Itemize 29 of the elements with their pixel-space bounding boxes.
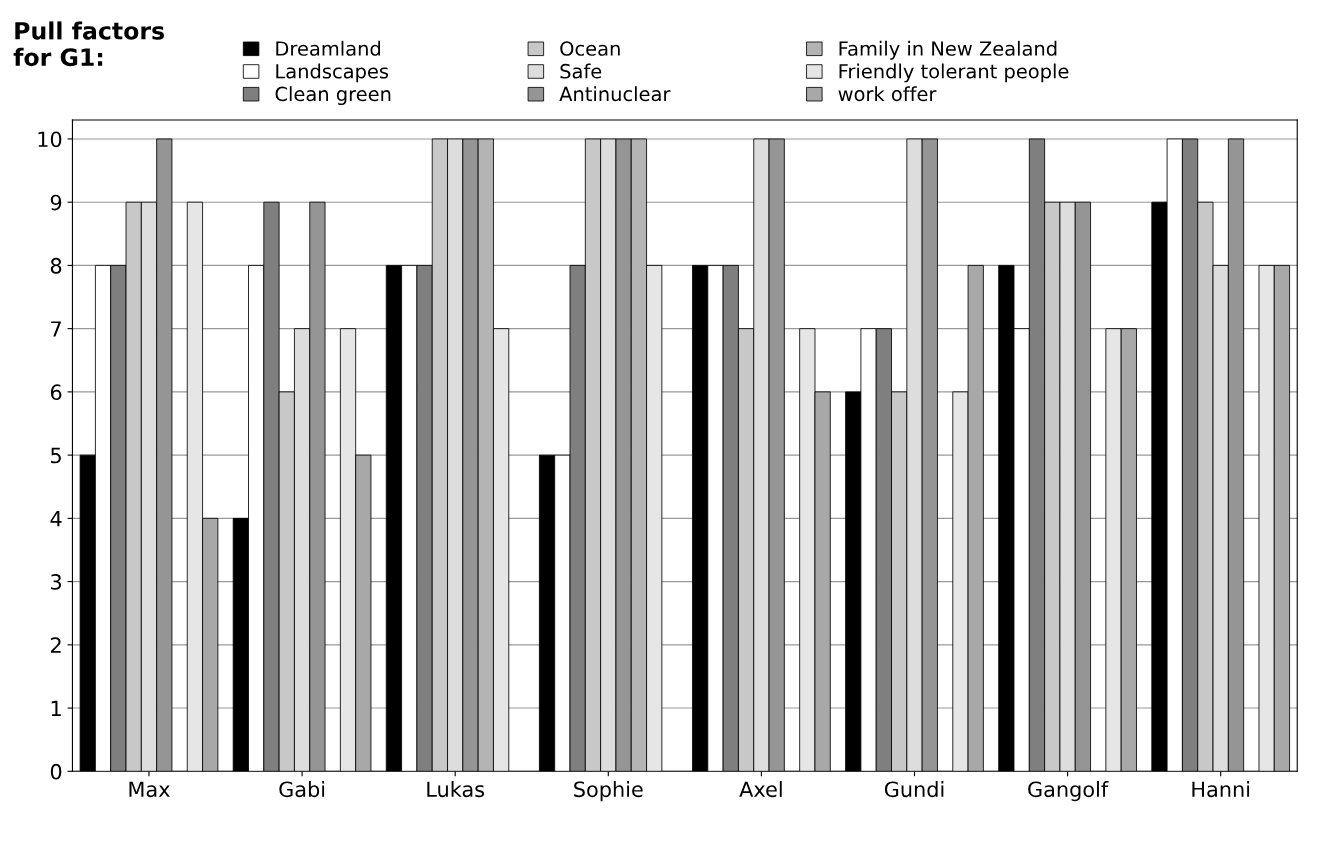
- y-tick-label: 6: [50, 384, 62, 401]
- x-tick-label: Axel: [739, 781, 782, 798]
- x-tick-label: Lukas: [427, 781, 485, 798]
- legend-label: work offer: [838, 86, 937, 102]
- legend-label: Landscapes: [276, 63, 389, 83]
- y-tick-label: 10: [38, 131, 62, 148]
- y-tick-label: 7: [51, 321, 61, 337]
- legend-label: Antinuclear: [559, 86, 671, 102]
- chart-title: Pull factors for G1:: [13, 21, 164, 67]
- legend-label: Family in New Zealand: [839, 40, 1057, 60]
- x-tick-label: Gundi: [884, 781, 944, 798]
- y-tick-label: 8: [50, 257, 62, 274]
- x-tick-label: Sophie: [574, 781, 643, 802]
- legend-label: Safe: [560, 63, 602, 79]
- legend-label: Ocean: [560, 41, 620, 56]
- y-tick-label: 1: [51, 700, 61, 716]
- y-tick-label: 4: [50, 511, 62, 527]
- legend-label: Dreamland: [276, 40, 380, 56]
- y-tick-label: 0: [50, 763, 62, 780]
- x-tick-label: Hanni: [1192, 781, 1250, 798]
- x-tick-label: Gangolf: [1028, 781, 1109, 802]
- y-tick-label: 2: [50, 637, 61, 653]
- x-tick-label: Gabi: [279, 781, 325, 798]
- legend-label: Clean green: [275, 86, 391, 106]
- y-tick-label: 5: [51, 447, 61, 464]
- y-tick-label: 3: [51, 574, 62, 590]
- x-tick-label: Max: [129, 781, 170, 798]
- y-tick-label: 9: [50, 194, 62, 211]
- legend-label: Friendly tolerant people: [839, 63, 1069, 83]
